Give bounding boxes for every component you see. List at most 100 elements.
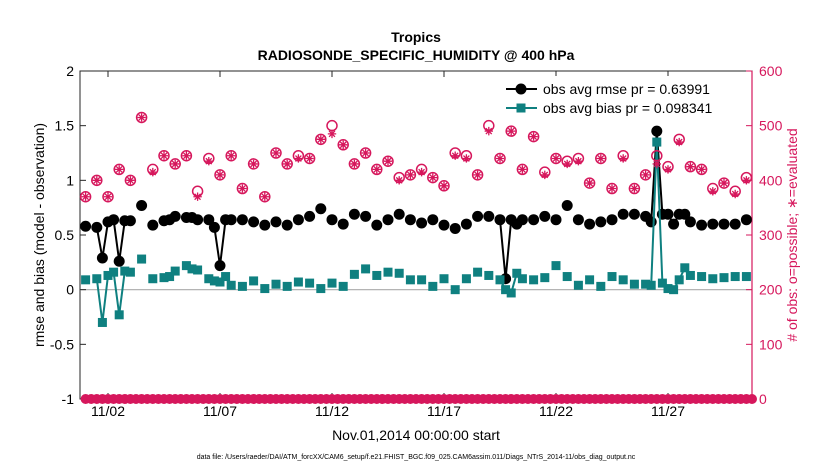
bias-point: [618, 275, 628, 285]
obs-possible-point: [79, 190, 92, 203]
y-tick-label-right: 300: [759, 227, 783, 243]
rmse-point: [147, 219, 159, 231]
y-axis-label-right: # of obs: o=possible; ∗=evaluated: [784, 128, 800, 341]
obs-evaluated-point: [484, 126, 493, 136]
obs-evaluated-point: [260, 192, 269, 201]
y-tick-label-left: 1: [66, 172, 74, 188]
rmse-point: [662, 208, 674, 220]
bias-point: [170, 266, 180, 276]
rmse-point: [539, 210, 551, 222]
rmse-point: [606, 214, 618, 226]
bias-point: [209, 276, 219, 286]
data-file-footnote: data file: /Users/raeder/DAI/ATM_forcXX/…: [197, 454, 636, 461]
rmse-point: [203, 214, 215, 226]
obs-possible-point: [214, 169, 226, 181]
obs-evaluated-point: [641, 170, 650, 180]
bias-point: [394, 268, 404, 278]
bias-point: [316, 284, 326, 294]
obs-possible-point: [359, 147, 372, 159]
obs-evaluated-point: [103, 192, 113, 201]
obs-evaluated-point: [372, 165, 381, 174]
bias-point: [473, 267, 483, 277]
rmse-point: [483, 210, 495, 222]
y-tick-label-right: 200: [759, 282, 783, 298]
rmse-point: [438, 219, 450, 231]
rmse-point: [236, 214, 248, 226]
obs-evaluated-point: [507, 126, 516, 136]
rmse-point: [645, 216, 657, 228]
bias-point: [439, 274, 449, 284]
bias-point: [92, 274, 102, 284]
legend: obs avg rmse pr = 0.63991 obs avg bias p…: [500, 76, 748, 116]
obs-evaluated-point: [294, 154, 303, 163]
bias-point: [137, 254, 147, 264]
rmse-point: [707, 218, 719, 230]
obs-evaluated-point: [182, 151, 191, 160]
obs-evaluated-point: [271, 148, 281, 158]
obs-possible-point: [404, 169, 417, 181]
y-ticks-right: 0 100 200 300 400 500 600: [746, 63, 783, 407]
obs-evaluated-point: [663, 165, 673, 174]
obs-evaluated-point: [350, 159, 359, 169]
bias-point: [484, 270, 494, 280]
rmse-point: [729, 218, 741, 230]
bias-point: [361, 264, 371, 274]
y-tick-label-right: 500: [759, 118, 783, 134]
rmse-point: [108, 214, 120, 226]
obs-evaluated-point: [451, 151, 460, 160]
axes-box: [79, 70, 753, 400]
bias-point: [81, 275, 91, 285]
bias-point: [669, 285, 679, 295]
obs-possible-point: [337, 139, 349, 151]
bias-point: [562, 272, 572, 282]
bias-series: [81, 137, 751, 327]
obs-evaluated-point: [395, 176, 404, 185]
rmse-point: [208, 221, 220, 233]
bias-point: [249, 276, 259, 286]
bias-point: [551, 261, 561, 271]
rmse-point: [315, 203, 327, 215]
plot-area: 11/02 11/07 11/12 11/17 11/22 11/27 -1 -0.5 0 0.…: [50, 63, 783, 419]
bias-point: [159, 273, 169, 283]
rmse-point: [460, 218, 472, 230]
obs-evaluated-point: [316, 135, 325, 144]
y-tick-label-left: 0.5: [55, 227, 75, 243]
rmse-point: [472, 210, 484, 222]
obs-possible-point: [684, 160, 697, 173]
obs-possible-point: [303, 152, 316, 165]
y-axis-label-left: rmse and bias (model - observation): [31, 123, 47, 347]
obs-possible-point: [281, 158, 293, 170]
obs-evaluated-point: [137, 113, 146, 122]
obs-evaluated-point: [619, 154, 628, 163]
obs-evaluated-point: [361, 148, 370, 158]
bias-point: [573, 280, 583, 290]
obs-possible-point: [135, 111, 148, 124]
bias-point: [383, 267, 393, 277]
bias-point: [221, 272, 231, 282]
bias-point: [450, 285, 460, 295]
rmse-point: [348, 208, 360, 220]
bias-point: [226, 280, 236, 290]
rmse-point: [337, 218, 349, 230]
obs-evaluated-point: [563, 159, 572, 169]
rmse-point: [528, 214, 540, 226]
x-axis-label: Nov.01,2014 00:00:00 start: [332, 427, 500, 443]
obs-evaluated-point: [675, 137, 684, 147]
rmse-point: [113, 255, 125, 267]
rmse-point: [248, 216, 260, 228]
obs-evaluated-point: [171, 159, 180, 169]
obs-evaluated-point: [126, 176, 135, 185]
x-tick-label: 11/27: [651, 403, 685, 419]
bias-point: [540, 273, 550, 283]
obs-possible-point: [371, 163, 383, 176]
x-tick-label: 11/02: [91, 403, 125, 419]
obs-evaluated-point: [540, 170, 549, 180]
obs-evaluated-point: [227, 151, 236, 160]
obs-evaluated-point: [81, 192, 90, 201]
obs-possible-point: [124, 174, 137, 187]
obs-possible-point: [113, 163, 125, 176]
bias-point: [708, 274, 718, 284]
obs-possible-point: [438, 180, 450, 192]
bias-point: [103, 270, 113, 280]
obs-possible-point: [169, 158, 181, 170]
